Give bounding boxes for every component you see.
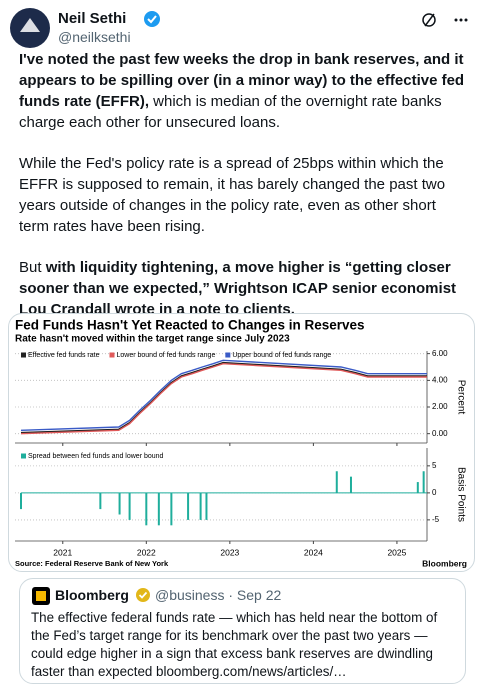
bar [416,482,419,493]
legend-label: Spread between fed funds and lower bound [28,453,164,460]
series-line [20,361,427,434]
bar [187,492,190,520]
paragraph: I've noted the past few weeks the drop i… [19,49,469,133]
bar [118,492,121,515]
text-segment: which is median of the overnight rate ba… [19,93,442,131]
chart-title: Fed Funds Hasn't Yet Reacted to Changes … [15,318,365,333]
legend-label: Effective fed funds rate [28,352,100,359]
y-tick-label: 6.00 [432,349,448,358]
y-tick-label: -5 [432,515,440,524]
bar [170,492,173,526]
legend-swatch [109,352,115,358]
bar [145,492,148,526]
user-handle[interactable]: @neilksethi [58,29,131,45]
quote-card[interactable]: Bloomberg @business · Sep 22 The effecti… [19,578,466,684]
bar [205,492,208,520]
x-tick-label: 2025 [387,547,406,557]
bar [20,492,22,510]
paragraph: But with liquidity tightening, a move hi… [19,257,469,320]
avatar[interactable] [10,8,54,52]
quote-name: Bloomberg [55,587,129,603]
bar [349,476,352,493]
chart-source: Source: Federal Reserve Bank of New York [15,559,169,568]
x-tick-label: 2024 [304,547,323,557]
verified-badge [144,11,160,27]
text-segment: While the Fed's policy rate is a spread … [19,155,446,235]
bar [422,471,425,493]
paragraph: While the Fed's policy rate is a spread … [19,153,469,237]
series-line [20,362,427,435]
chart-card: Fed Funds Hasn't Yet Reacted to Changes … [8,313,475,572]
tweet-text: I've noted the past few weeks the drop i… [19,49,469,340]
bar [335,471,338,493]
y-tick-label: 0.00 [432,429,448,438]
quote-date: Sep 22 [236,587,282,603]
quote-avatar [32,587,50,605]
quote-badge [136,588,150,602]
x-tick-label: 2021 [53,547,72,557]
legend-swatch [21,352,26,358]
bar [128,492,131,520]
bar [99,492,102,510]
legend-label: Upper bound of fed funds range [232,352,331,359]
y-tick-label: 5 [432,461,437,470]
legend-swatch [21,453,26,459]
bar [199,492,202,520]
quote-meta: @business · Sep 22 [155,587,282,603]
y-tick-label: 2.00 [432,402,448,411]
chart: Fed Funds Hasn't Yet Reacted to Changes … [15,318,467,568]
y-tick-label: 0 [432,488,437,497]
x-tick-label: 2022 [137,547,156,557]
quote-handle: @business [155,587,225,603]
header-icons[interactable] [420,10,472,30]
bar [157,492,160,526]
text-segment: with liquidity tightening, a move higher… [19,259,457,318]
text-segment: I've noted the past few weeks the drop i… [19,51,465,110]
chart-subtitle: Rate hasn't moved within the target rang… [15,334,290,345]
y-axis-title: Percent [455,380,466,415]
y-axis-title: Basis Points [455,467,466,522]
legend-label: Lower bound of fed funds range [116,352,215,359]
series-line [20,359,427,432]
y-tick-label: 4.00 [432,375,448,384]
text-segment: But [19,259,46,276]
quote-text: The effective federal funds rate — which… [31,610,438,679]
legend-swatch [225,352,231,358]
user-name[interactable]: Neil Sethi [58,10,127,27]
chart-credit: Bloomberg [422,558,467,568]
x-tick-label: 2023 [220,547,239,557]
